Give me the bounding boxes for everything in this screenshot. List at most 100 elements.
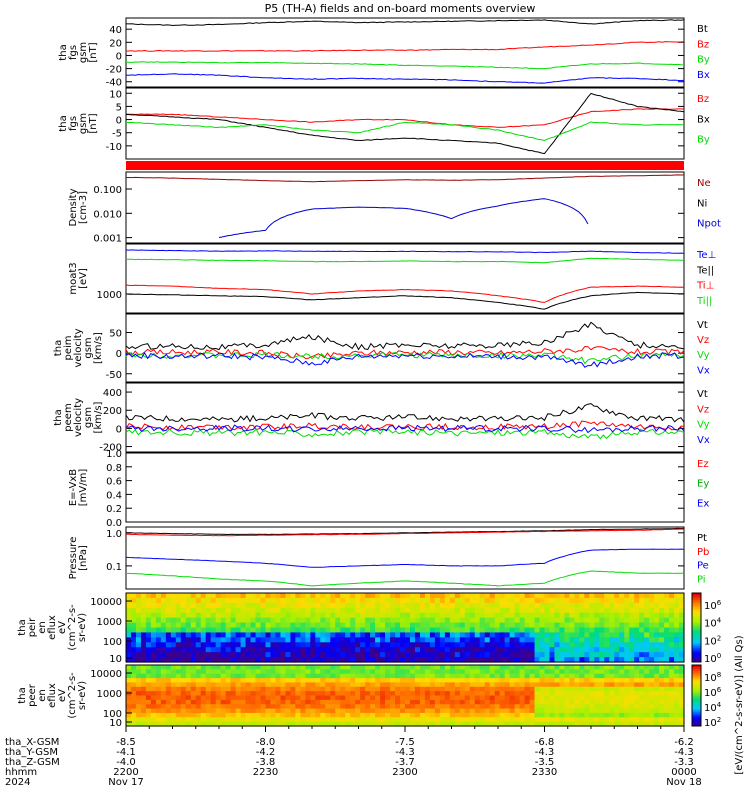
spectrogram-cell	[539, 704, 546, 710]
spectrogram-cell	[190, 607, 197, 614]
spectrogram-cell	[424, 647, 431, 653]
spectrogram-cell	[579, 695, 585, 701]
spectrogram-cell	[195, 712, 202, 718]
spectrogram-cell	[584, 665, 590, 670]
spectrogram-cell	[539, 647, 546, 653]
spectrogram-cell	[225, 612, 232, 619]
spectrogram-cell	[584, 695, 590, 701]
spectrogram-cell	[469, 607, 476, 614]
spectrogram-cell	[524, 617, 531, 624]
spectrogram-cell	[449, 678, 456, 684]
spectrogram-cell	[130, 597, 137, 604]
spectrogram-cell	[584, 708, 590, 714]
spectrogram-cell	[459, 612, 466, 619]
spectrogram-cell	[599, 708, 605, 714]
spectrogram-cell	[325, 712, 331, 718]
spectrogram-cell	[524, 627, 531, 634]
spectrogram-cell	[649, 632, 655, 638]
spectrogram-cell	[634, 708, 640, 714]
spectrogram-cell	[145, 632, 152, 638]
spectrogram-cell	[220, 632, 227, 638]
spectrogram-cell	[175, 607, 182, 614]
spectrogram-cell	[619, 612, 625, 619]
spectrogram-cell	[494, 721, 501, 727]
y-axis-label-line: gsm	[78, 42, 89, 63]
spectrogram-cell	[664, 699, 670, 705]
spectrogram-cell	[175, 642, 182, 648]
spectrogram-cell	[340, 704, 346, 710]
spectrogram-cell	[370, 717, 376, 723]
spectrogram-cell	[479, 721, 486, 727]
spectrogram-cell	[350, 717, 356, 723]
spectrogram-cell	[385, 673, 391, 679]
spectrogram-cell	[150, 632, 157, 638]
spectrogram-cell	[599, 699, 605, 705]
spectrogram-cell	[320, 612, 326, 619]
legend-Ey: Ey	[697, 479, 709, 490]
spectrogram-cell	[644, 593, 650, 599]
spectrogram-cell	[609, 627, 615, 634]
spectrogram-cell	[484, 691, 491, 697]
spectrogram-cell	[350, 691, 356, 697]
spectrogram-cell	[295, 612, 301, 619]
spectrogram-cell	[424, 686, 431, 692]
spectrogram-cell	[659, 708, 665, 714]
spectrogram-cell	[484, 669, 491, 675]
spectrogram-cell	[604, 678, 610, 684]
spectrogram-cell	[155, 708, 162, 714]
spectrogram-cell	[220, 686, 227, 692]
spectrogram-cell	[315, 593, 321, 599]
spectrogram-cell	[449, 632, 456, 638]
spectrogram-cell	[559, 597, 566, 604]
spectrogram-cell	[350, 627, 356, 634]
spectrogram-cell	[155, 682, 162, 688]
y-tick-label: 0.2	[106, 504, 122, 515]
spectrogram-cell	[330, 657, 336, 663]
spectrogram-cell	[634, 678, 640, 684]
spectrogram-cell	[360, 712, 366, 718]
spectrogram-cell	[350, 647, 356, 653]
spectrogram-cell	[200, 712, 207, 718]
spectrogram-cell	[180, 721, 187, 727]
x-tick-hhmm: 2200	[113, 767, 138, 778]
spectrogram-cell	[395, 721, 401, 727]
spectrogram-cell	[439, 617, 446, 624]
spectrogram-cell	[494, 669, 501, 675]
spectrogram-cell	[534, 669, 541, 675]
spectrogram-cell	[195, 647, 202, 653]
spectrogram-cell	[439, 622, 446, 629]
spectrogram-cell	[126, 622, 132, 629]
spectrogram-cell	[654, 593, 660, 599]
spectrogram-cell	[390, 612, 396, 619]
spectrogram-cell	[569, 682, 575, 688]
spectrogram-cell	[380, 691, 386, 697]
spectrogram-cell	[569, 669, 575, 675]
spectrogram-cell	[434, 704, 441, 710]
spectrogram-cell	[679, 695, 685, 701]
spectrogram-cell	[414, 617, 421, 624]
spectrogram-cell	[634, 622, 640, 629]
spectrogram-cell	[649, 602, 655, 609]
spectrogram-cell	[489, 647, 496, 653]
spectrogram-cell	[674, 607, 680, 614]
legend-Ex: Ex	[697, 498, 709, 509]
spectrogram-cell	[160, 593, 167, 599]
spectrogram-cell	[170, 652, 177, 658]
spectrogram-cell	[370, 678, 376, 684]
spectrogram-cell	[385, 717, 391, 723]
spectrogram-cell	[405, 607, 411, 614]
spectrogram-cell	[514, 704, 521, 710]
spectrogram-cell	[260, 678, 267, 684]
y-axis-label-line: E=-VxB	[68, 469, 79, 506]
spectrogram-cell	[614, 617, 620, 624]
spectrogram-cell	[439, 721, 446, 727]
spectrogram-cell	[355, 607, 361, 614]
spectrogram-cell	[489, 712, 496, 718]
spectrogram-cell	[215, 657, 222, 663]
spectrogram-cell	[659, 652, 665, 658]
spectrogram-cell	[315, 717, 321, 723]
spectrogram-cell	[280, 627, 287, 634]
spectrogram-cell	[335, 691, 341, 697]
spectrogram-cell	[509, 632, 516, 638]
